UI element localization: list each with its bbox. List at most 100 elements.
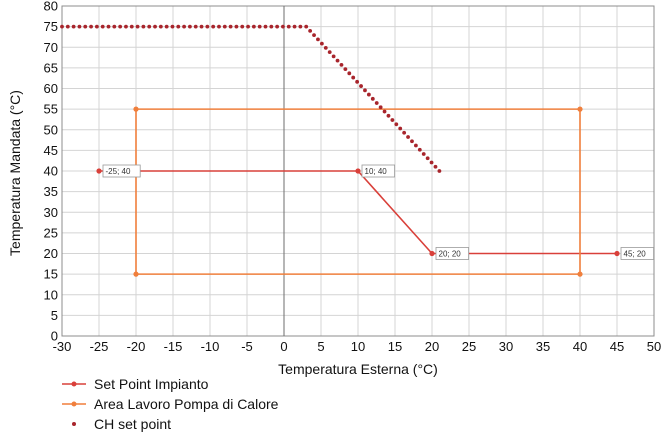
series-dot-ch-set-point [319,41,324,46]
y-tick-label: 40 [44,164,58,179]
x-tick-label: -10 [201,339,220,354]
series-dot-ch-set-point [335,58,340,63]
series-dot-ch-set-point [390,118,395,122]
series-dot-ch-set-point [331,54,336,59]
data-label-box [102,164,141,178]
series-dot-ch-set-point [382,109,387,114]
series-dot-ch-set-point [106,24,111,29]
series-point-set-point-impianto [429,250,435,257]
legend-item-set-point-impianto: Set Point Impianto [62,374,278,394]
series-dot-ch-set-point [188,24,192,29]
series-dot-ch-set-point [164,24,169,29]
series-dot-ch-set-point [413,143,418,148]
y-tick-label: 75 [44,19,58,34]
legend-label: Set Point Impianto [94,376,209,392]
series-dot-ch-set-point [257,24,262,29]
series-dot-ch-set-point [402,130,407,135]
series-dot-ch-set-point [60,24,64,29]
series-dot-ch-set-point [153,24,157,29]
series-dot-ch-set-point [437,169,442,173]
x-tick-label: 45 [610,339,624,354]
series-point-set-point-impianto [355,168,361,174]
series-line-set-point-impianto [99,170,617,255]
series-dot-ch-set-point [363,88,367,93]
data-label: -25; 40 [106,167,131,176]
series-dot-ch-set-point [147,24,152,29]
x-tick-label: -20 [127,339,146,354]
series-dot-ch-set-point [275,24,280,29]
series-dot-ch-set-point [158,24,163,29]
series-dot-ch-set-point [193,24,198,29]
series-dot-ch-set-point [355,79,360,84]
series-dot-ch-set-point [251,24,256,29]
series-dot-ch-set-point [316,37,320,42]
series-dot-ch-set-point [292,24,297,29]
y-tick-label: 30 [44,205,58,220]
y-tick-label: 15 [44,267,58,282]
series-dot-ch-set-point [398,126,403,131]
legend: Set Point Impianto Area Lavoro Pompa di … [62,374,278,434]
series-dot-ch-set-point [347,71,352,76]
series-dot-ch-set-point [312,33,316,38]
series-dot-ch-set-point [246,24,250,29]
series-dot-ch-set-point [359,84,363,88]
series-point-area-lavoro-pompa-di-calore [133,106,139,112]
data-label-box [435,247,469,260]
series-point-area-lavoro-pompa-di-calore [577,106,583,112]
x-tick-label: 20 [425,339,439,354]
x-tick-label: 15 [388,339,402,354]
series-dot-ch-set-point [83,24,88,29]
legend-label: CH set point [94,416,172,432]
series-dot-ch-set-point [124,24,128,29]
series-dot-ch-set-point [298,24,303,29]
series-dot-ch-set-point [323,45,328,50]
x-tick-label: -5 [241,339,253,354]
series-dot-ch-set-point [386,113,391,118]
data-label: 10; 40 [365,167,388,176]
series-dot-ch-set-point [94,24,99,29]
y-tick-label: 80 [44,0,58,14]
series-dot-ch-set-point [370,96,375,101]
data-label-box [620,247,654,260]
series [60,24,620,277]
series-dot-ch-set-point [433,164,438,169]
x-tick-label: 50 [647,339,661,354]
y-tick-label: 60 [44,81,58,96]
series-dot-ch-set-point [170,24,175,29]
data-label-box [361,164,395,178]
x-tick-label: 10 [351,339,365,354]
legend-label: Area Lavoro Pompa di Calore [94,396,279,412]
tick-labels: -30 -25 -20 -15 -10 -5 0 5 10 15 20 25 30 35 40 45 50 0 5 1… [44,0,662,354]
series-dot-ch-set-point [100,24,105,29]
y-tick-label: 20 [44,246,58,261]
x-tick-label: 5 [317,339,324,354]
series-dot-ch-set-point [339,62,344,67]
series-dot-ch-set-point [182,24,187,29]
series-dot-ch-set-point [417,147,422,152]
series-dot-ch-set-point [263,24,268,29]
y-tick-label: 10 [44,287,58,302]
y-tick-label: 50 [44,122,58,137]
series-dot-ch-set-point [71,24,76,29]
data-labels: -25; 40 10; 40 20; 20 45; 20 [102,164,654,260]
series-dot-ch-set-point [374,101,379,105]
series-point-set-point-impianto [614,250,620,257]
series-dot-ch-set-point [378,105,383,110]
series-dot-ch-set-point [343,67,348,71]
series-dot-ch-set-point [308,28,313,33]
x-tick-label: -25 [90,339,109,354]
series-dot-ch-set-point [269,24,274,29]
y-tick-label: 25 [44,225,58,240]
y-tick-label: 55 [44,102,58,117]
x-tick-label: 0 [280,339,287,354]
series-dot-ch-set-point [410,139,414,144]
series-point-set-point-impianto [96,168,102,174]
series-dot-ch-set-point [89,24,93,29]
series-dot-ch-set-point [141,24,146,29]
series-dot-ch-set-point [351,75,356,80]
series-dot-ch-set-point [228,24,233,29]
y-tick-label: 45 [44,143,58,158]
x-tick-label: 35 [536,339,550,354]
x-tick-label: -30 [53,339,72,354]
